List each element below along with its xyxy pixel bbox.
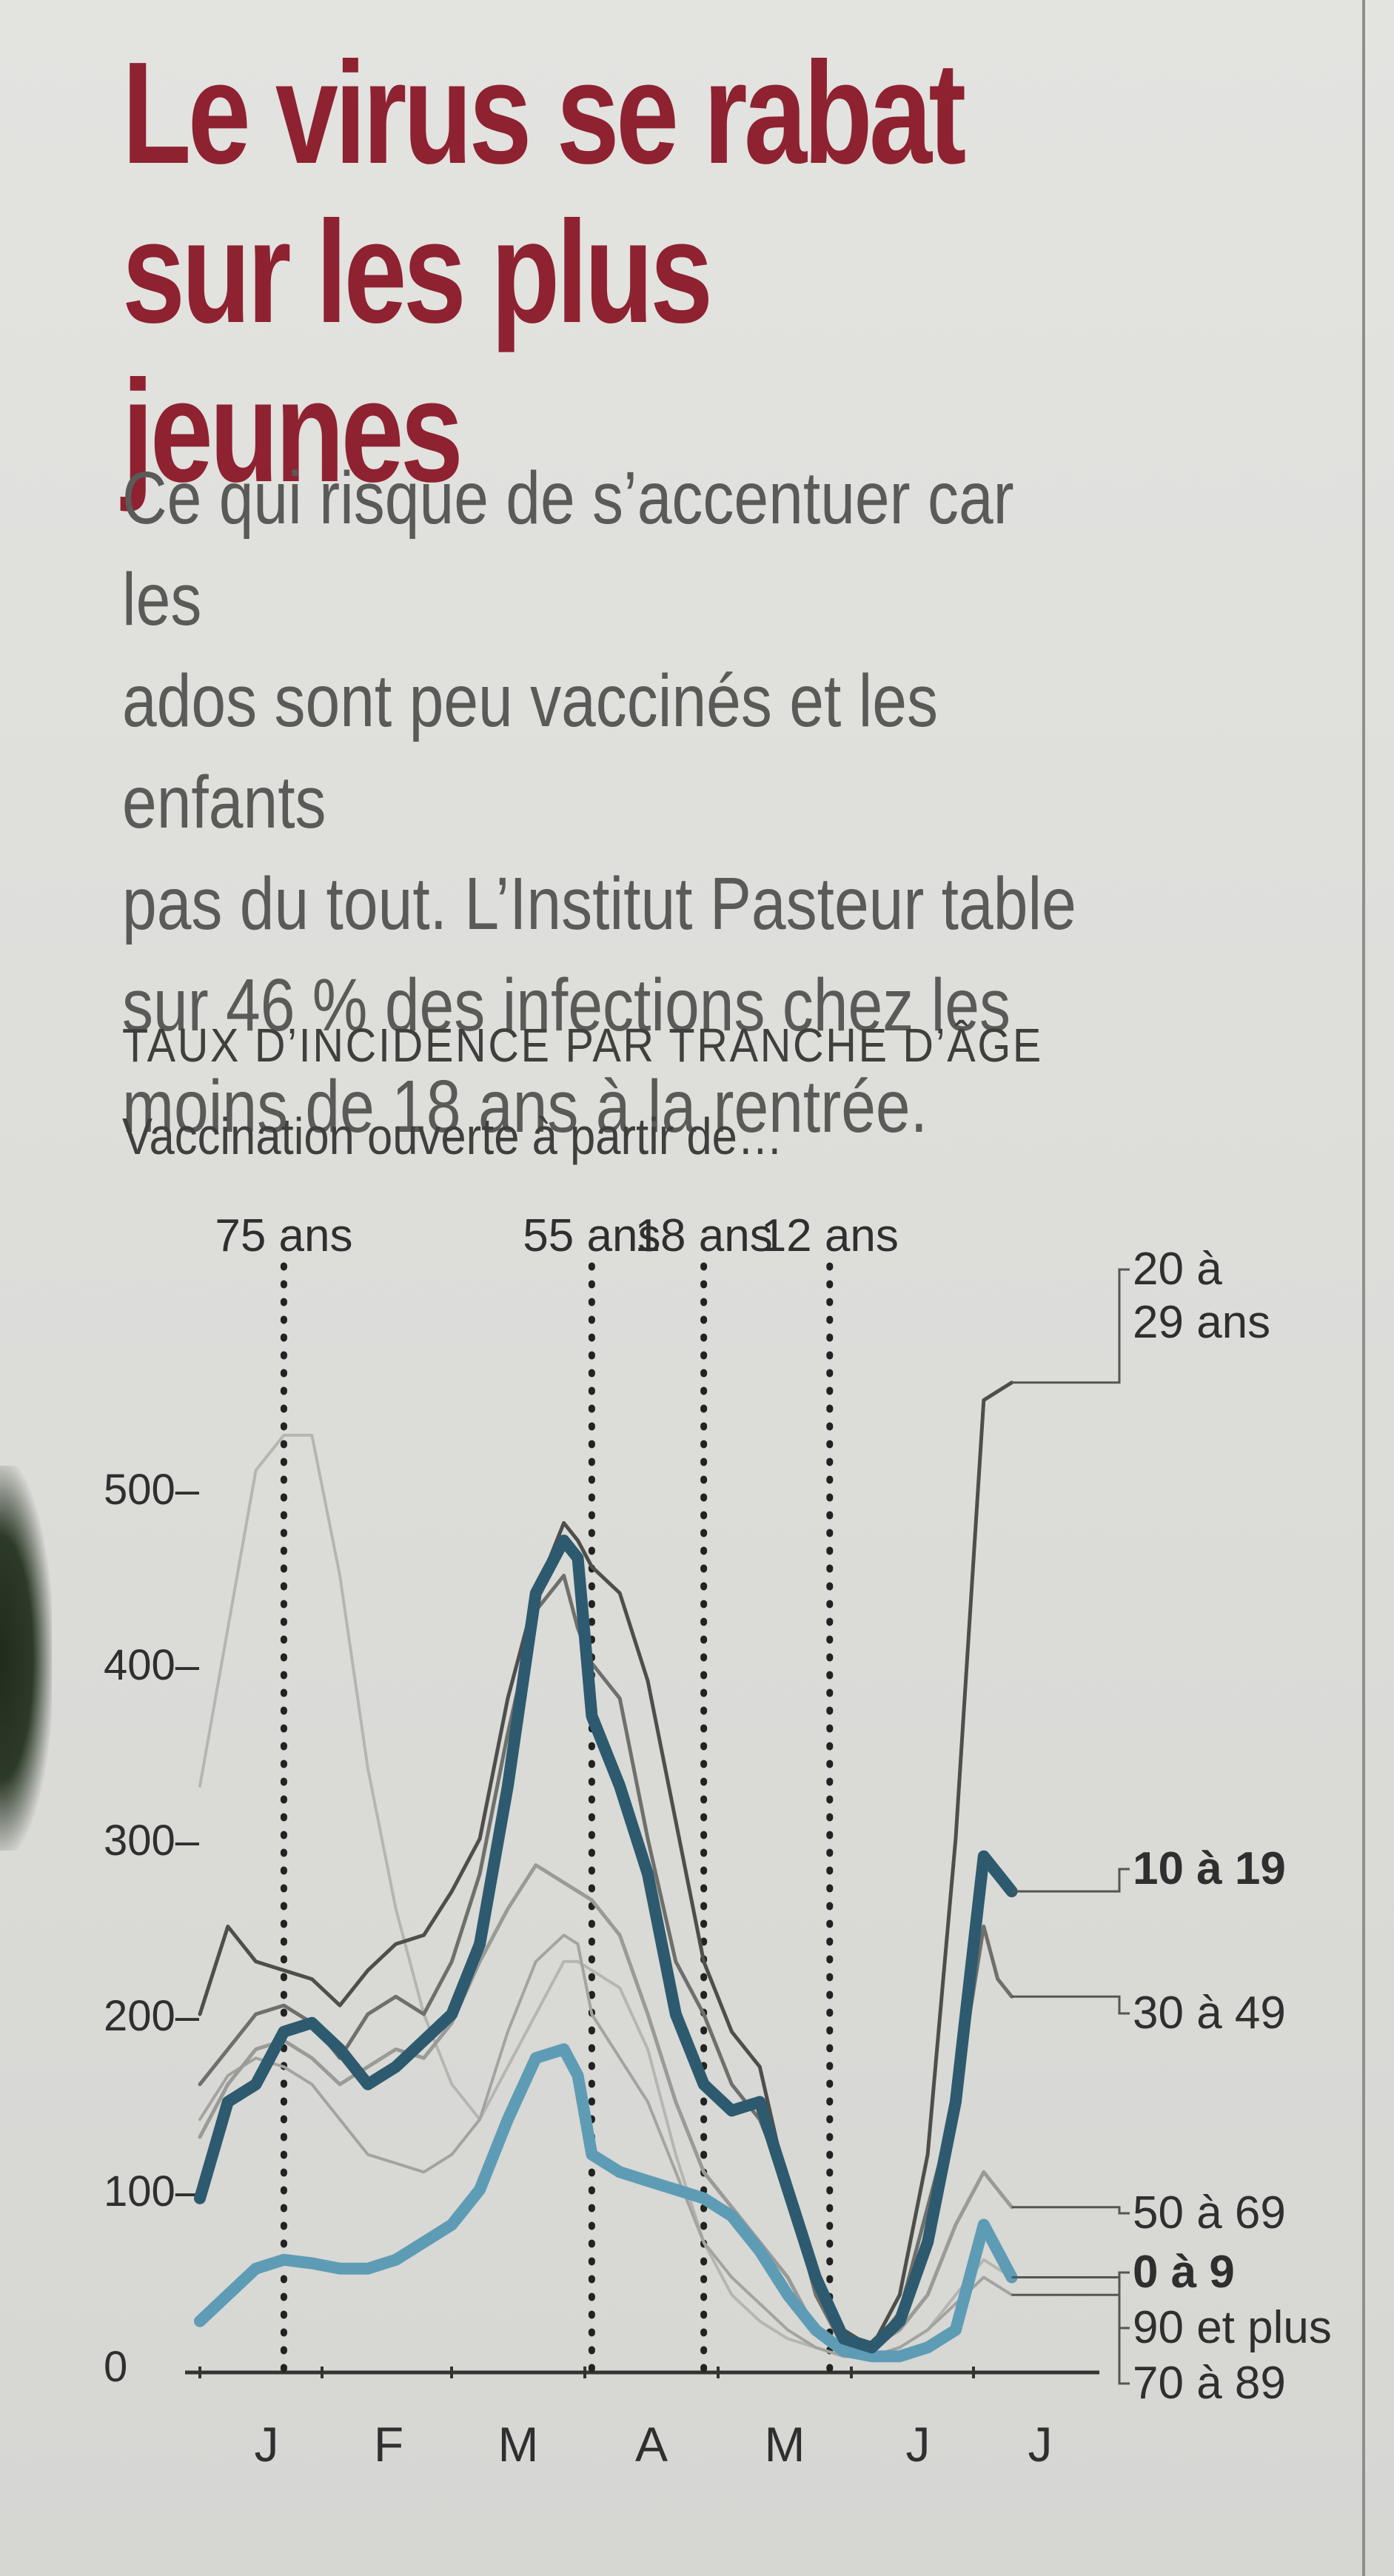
y-tick-label: 500–: [104, 1466, 200, 1514]
series-label: 10 à 19: [1133, 1843, 1286, 1894]
series-line: [198, 1863, 1014, 2349]
y-tick-label: 400–: [104, 1641, 200, 1689]
vaccination-marker-label: 12 ans: [761, 1210, 899, 1261]
series-label-leader: [1011, 1995, 1130, 2015]
series-label: 50 à 69: [1133, 2187, 1286, 2238]
series-line: [198, 1381, 1014, 2349]
series-label: 30 à 49: [1133, 1988, 1286, 2039]
headline: Le virus se rabat sur les plus jeunes: [122, 32, 966, 512]
x-tick-label: J: [1028, 2417, 1053, 2472]
x-tick-label: J: [906, 2417, 931, 2472]
series-line: [194, 1534, 1018, 2354]
series-label-leader: [1011, 1268, 1130, 1384]
series-line: [198, 1574, 1014, 2349]
x-tick-label: M: [498, 2417, 539, 2472]
y-tick-label: 200–: [104, 1992, 200, 2040]
series-label-leader: [1011, 2276, 1130, 2385]
y-tick-label: 300–: [104, 1817, 200, 1865]
intro-paragraph: Ce qui risque de s’accentuer car les ado…: [122, 457, 1076, 1148]
series-label: 90 et plus: [1133, 2302, 1332, 2353]
series-label: 70 à 89: [1133, 2358, 1286, 2409]
chart-subtitle: Vaccination ouverte à partir de…: [122, 1107, 783, 1165]
series-line: [198, 1433, 1013, 2358]
chart-title: TAUX D’INCIDENCE PAR TRANCHE D’ÂGE: [122, 1019, 1043, 1072]
series-label: 0 à 9: [1133, 2247, 1235, 2298]
vaccination-marker-label: 55 ans: [523, 1210, 660, 1261]
edge-shadow: [0, 1466, 52, 1851]
y-tick-label: 100–: [104, 2167, 200, 2216]
x-tick-label: J: [255, 2417, 279, 2472]
vaccination-marker-label: 75 ans: [215, 1210, 352, 1261]
series-label-leader: [1011, 1868, 1130, 1893]
series-label: 20 à 29 ans: [1133, 1244, 1270, 1348]
vaccination-marker-label: 18 ans: [635, 1210, 773, 1261]
series-label-leader: [1011, 2206, 1130, 2215]
series-label-leader: [1011, 2293, 1130, 2330]
x-tick-label: A: [635, 2417, 668, 2472]
y-tick-label: 0: [104, 2343, 127, 2391]
x-tick-label: M: [765, 2417, 805, 2472]
series-line: [194, 2043, 1018, 2363]
frame-border: [1362, 0, 1365, 2576]
series-line: [198, 1933, 1013, 2358]
x-tick-label: F: [374, 2417, 403, 2472]
